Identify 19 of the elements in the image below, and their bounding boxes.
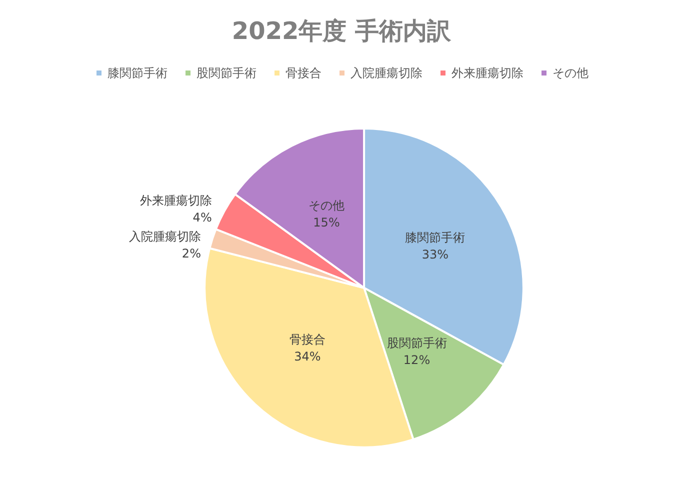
data-label: 12%	[403, 353, 430, 368]
slice-label: その他	[308, 198, 344, 213]
data-label: 33%	[422, 247, 449, 262]
legend-label: 股関節手術	[196, 66, 256, 80]
data-label: 15%	[313, 216, 340, 230]
slice-label: 股関節手術	[386, 336, 447, 350]
slice-label: 入院腫瘍切除	[128, 230, 201, 244]
legend-label: 外来腫瘍切除	[452, 66, 524, 80]
legend-label: 入院腫瘍切除	[350, 66, 422, 80]
data-label: 34%	[294, 350, 321, 364]
chart-title: 2022年度 手術内訳	[232, 17, 452, 45]
slice-label: 骨接合	[289, 332, 326, 347]
data-label: 4%	[192, 210, 212, 225]
legend-label: その他	[552, 66, 588, 80]
data-label: 2%	[182, 246, 201, 261]
slice-label: 外来腫瘍切除	[140, 194, 212, 208]
slice-label: 膝関節手術	[405, 230, 466, 244]
legend-label: 膝関節手術	[108, 66, 168, 80]
legend-label: 骨接合	[286, 66, 322, 80]
